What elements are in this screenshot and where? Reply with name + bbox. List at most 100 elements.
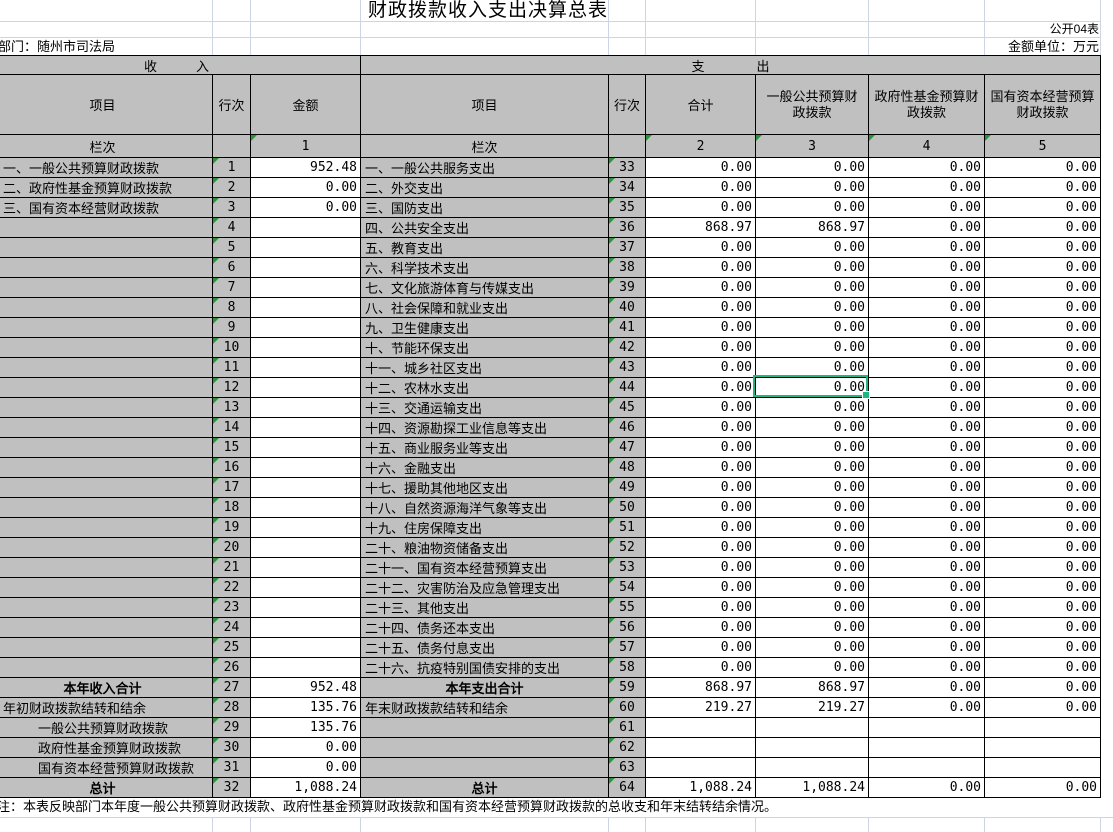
cell-expense-statecapital-budget[interactable]: 0.00 bbox=[985, 198, 1101, 218]
cell-income-rowno[interactable]: 26 bbox=[213, 658, 251, 678]
cell-income-item[interactable] bbox=[0, 438, 213, 458]
cell-income-item[interactable] bbox=[0, 578, 213, 598]
cell-expense-govfund-budget[interactable]: 0.00 bbox=[869, 158, 985, 178]
cell-expense-item[interactable]: 十三、交通运输支出 bbox=[361, 398, 609, 418]
cell-expense-item[interactable]: 年末财政拨款结转和结余 bbox=[361, 698, 609, 718]
cell-income-item[interactable] bbox=[0, 298, 213, 318]
cell-expense-govfund-budget[interactable]: 0.00 bbox=[869, 558, 985, 578]
cell-expense-govfund-budget[interactable]: 0.00 bbox=[869, 658, 985, 678]
cell-expense-total[interactable]: 0.00 bbox=[646, 558, 756, 578]
cell-income-amount[interactable] bbox=[251, 638, 361, 658]
cell-income-amount[interactable] bbox=[251, 618, 361, 638]
cell-income-item[interactable] bbox=[0, 338, 213, 358]
cell-income-rowno[interactable]: 22 bbox=[213, 578, 251, 598]
cell-income-item[interactable] bbox=[0, 558, 213, 578]
expense-govfund-budget-header[interactable]: 政府性基金预算财政拨款 bbox=[869, 75, 985, 135]
cell-income-item[interactable] bbox=[0, 258, 213, 278]
cell-expense-statecapital-budget[interactable]: 0.00 bbox=[985, 778, 1101, 798]
cell-income-item[interactable] bbox=[0, 618, 213, 638]
cell-expense-total[interactable]: 0.00 bbox=[646, 618, 756, 638]
cell-expense-statecapital-budget[interactable]: 0.00 bbox=[985, 538, 1101, 558]
cell-expense-total[interactable]: 0.00 bbox=[646, 338, 756, 358]
cell-expense-rowno[interactable]: 57 bbox=[609, 638, 646, 658]
cell-expense-item[interactable]: 十一、城乡社区支出 bbox=[361, 358, 609, 378]
cell-expense-rowno[interactable]: 38 bbox=[609, 258, 646, 278]
cell-expense-rowno[interactable]: 45 bbox=[609, 398, 646, 418]
cell-expense-govfund-budget[interactable]: 0.00 bbox=[869, 278, 985, 298]
cell-expense-rowno[interactable]: 52 bbox=[609, 538, 646, 558]
cell-income-rowno[interactable]: 20 bbox=[213, 538, 251, 558]
cell-income-rowno[interactable]: 14 bbox=[213, 418, 251, 438]
cell-expense-statecapital-budget[interactable]: 0.00 bbox=[985, 478, 1101, 498]
cell-income-amount[interactable]: 1,088.24 bbox=[251, 778, 361, 798]
cell-expense-general-budget[interactable] bbox=[756, 718, 869, 738]
cell-income-amount[interactable] bbox=[251, 338, 361, 358]
cell-expense-statecapital-budget[interactable]: 0.00 bbox=[985, 258, 1101, 278]
cell-expense-rowno[interactable]: 42 bbox=[609, 338, 646, 358]
cell-income-rowno[interactable]: 28 bbox=[213, 698, 251, 718]
cell-expense-general-budget[interactable]: 0.00 bbox=[756, 158, 869, 178]
cell-expense-general-budget[interactable]: 0.00 bbox=[756, 478, 869, 498]
cell-expense-general-budget[interactable]: 0.00 bbox=[756, 418, 869, 438]
cell-income-rowno[interactable]: 29 bbox=[213, 718, 251, 738]
cell-expense-statecapital-budget[interactable]: 0.00 bbox=[985, 658, 1101, 678]
cell-expense-statecapital-budget[interactable]: 0.00 bbox=[985, 398, 1101, 418]
cell-income-rowno[interactable]: 1 bbox=[213, 158, 251, 178]
cell-expense-total[interactable] bbox=[646, 758, 756, 778]
cell-expense-general-budget[interactable]: 0.00 bbox=[756, 538, 869, 558]
cell-expense-item[interactable]: 二十二、灾害防治及应急管理支出 bbox=[361, 578, 609, 598]
income-section-header[interactable]: 收 入 bbox=[0, 56, 361, 75]
cell-expense-item[interactable]: 一、一般公共服务支出 bbox=[361, 158, 609, 178]
cell-expense-rowno[interactable]: 33 bbox=[609, 158, 646, 178]
selected-cell-outline[interactable] bbox=[753, 375, 870, 399]
cell-income-rowno[interactable]: 18 bbox=[213, 498, 251, 518]
cell-expense-statecapital-budget[interactable]: 0.00 bbox=[985, 498, 1101, 518]
cell-expense-rowno[interactable]: 47 bbox=[609, 438, 646, 458]
cell-expense-general-budget[interactable]: 0.00 bbox=[756, 198, 869, 218]
cell-expense-govfund-budget[interactable]: 0.00 bbox=[869, 498, 985, 518]
cell-expense-total[interactable]: 868.97 bbox=[646, 218, 756, 238]
cell-expense-item[interactable]: 总计 bbox=[361, 778, 609, 798]
cell-income-rowno[interactable]: 5 bbox=[213, 238, 251, 258]
cell-income-rowno[interactable]: 6 bbox=[213, 258, 251, 278]
cell-income-item[interactable]: 政府性基金预算财政拨款 bbox=[0, 738, 213, 758]
expense-col-index[interactable]: 3 bbox=[756, 135, 869, 158]
cell-income-rowno[interactable]: 32 bbox=[213, 778, 251, 798]
income-lanci-blank[interactable] bbox=[213, 135, 251, 158]
cell-income-rowno[interactable]: 19 bbox=[213, 518, 251, 538]
cell-expense-govfund-budget[interactable]: 0.00 bbox=[869, 598, 985, 618]
cell-expense-item[interactable]: 二十三、其他支出 bbox=[361, 598, 609, 618]
cell-expense-general-budget[interactable]: 0.00 bbox=[756, 458, 869, 478]
cell-expense-item[interactable]: 四、公共安全支出 bbox=[361, 218, 609, 238]
cell-expense-total[interactable]: 0.00 bbox=[646, 398, 756, 418]
cell-expense-govfund-budget[interactable]: 0.00 bbox=[869, 218, 985, 238]
cell-expense-general-budget[interactable]: 0.00 bbox=[756, 298, 869, 318]
cell-expense-govfund-budget[interactable]: 0.00 bbox=[869, 638, 985, 658]
cell-expense-total[interactable]: 0.00 bbox=[646, 238, 756, 258]
cell-expense-govfund-budget[interactable]: 0.00 bbox=[869, 478, 985, 498]
cell-expense-rowno[interactable]: 37 bbox=[609, 238, 646, 258]
cell-expense-item[interactable]: 十二、农林水支出 bbox=[361, 378, 609, 398]
cell-expense-total[interactable]: 0.00 bbox=[646, 578, 756, 598]
cell-income-amount[interactable]: 0.00 bbox=[251, 178, 361, 198]
cell-expense-statecapital-budget[interactable]: 0.00 bbox=[985, 418, 1101, 438]
cell-expense-general-budget[interactable]: 0.00 bbox=[756, 618, 869, 638]
cell-expense-item[interactable]: 八、社会保障和就业支出 bbox=[361, 298, 609, 318]
cell-expense-general-budget[interactable]: 0.00 bbox=[756, 378, 869, 398]
cell-expense-item[interactable]: 九、卫生健康支出 bbox=[361, 318, 609, 338]
cell-expense-statecapital-budget[interactable]: 0.00 bbox=[985, 318, 1101, 338]
cell-income-item[interactable] bbox=[0, 638, 213, 658]
cell-income-rowno[interactable]: 17 bbox=[213, 478, 251, 498]
cell-expense-item[interactable]: 二十五、债务付息支出 bbox=[361, 638, 609, 658]
cell-income-rowno[interactable]: 3 bbox=[213, 198, 251, 218]
expense-total-header[interactable]: 合计 bbox=[646, 75, 756, 135]
cell-expense-rowno[interactable]: 54 bbox=[609, 578, 646, 598]
cell-income-amount[interactable] bbox=[251, 398, 361, 418]
expense-lanci-label[interactable]: 栏次 bbox=[361, 135, 609, 158]
cell-expense-statecapital-budget[interactable]: 0.00 bbox=[985, 438, 1101, 458]
cell-income-amount[interactable] bbox=[251, 498, 361, 518]
cell-expense-total[interactable]: 868.97 bbox=[646, 678, 756, 698]
cell-income-rowno[interactable]: 31 bbox=[213, 758, 251, 778]
cell-expense-general-budget[interactable]: 0.00 bbox=[756, 498, 869, 518]
cell-expense-govfund-budget[interactable]: 0.00 bbox=[869, 698, 985, 718]
